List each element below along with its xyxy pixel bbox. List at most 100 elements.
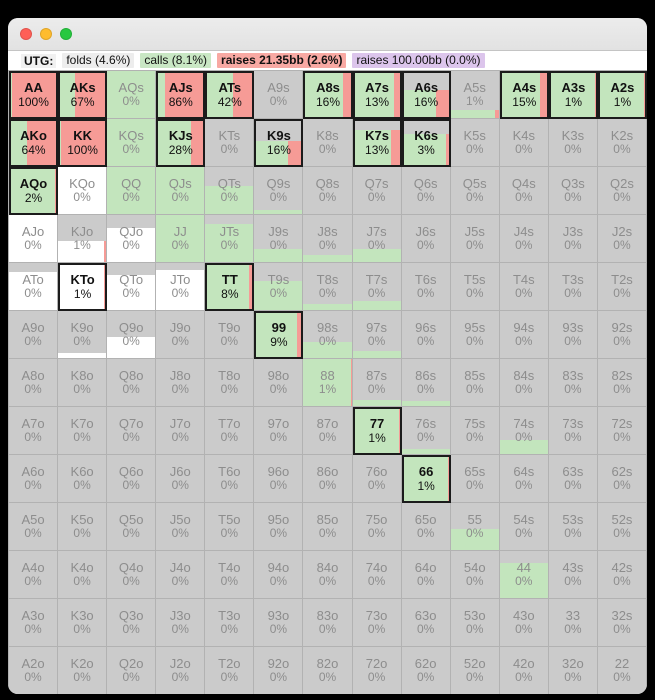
cell-J7o[interactable]: J7o 0% [156,407,206,455]
cell-A4o[interactable]: A4o 0% [9,551,59,599]
cell-73o[interactable]: 73o 0% [352,599,402,647]
action-chip-0[interactable]: folds (4.6%) [62,53,135,68]
cell-J4s[interactable]: J4s 0% [499,215,549,263]
cell-64s[interactable]: 64s 0% [499,455,549,503]
cell-88[interactable]: 88 1% [303,359,353,407]
cell-65s[interactable]: 65s 0% [450,455,500,503]
cell-Q7o[interactable]: Q7o 0% [107,407,157,455]
cell-A5o[interactable]: A5o 0% [9,503,59,551]
cell-87o[interactable]: 87o 0% [303,407,353,455]
cell-Q9o[interactable]: Q9o 0% [107,311,157,359]
cell-65o[interactable]: 65o 0% [401,503,451,551]
cell-AA[interactable]: AA 100% [9,71,59,119]
action-chip-2[interactable]: raises 21.35bb (2.6%) [217,53,347,68]
cell-83s[interactable]: 83s 0% [548,359,598,407]
cell-T8o[interactable]: T8o 0% [205,359,255,407]
cell-KQo[interactable]: KQo 0% [58,167,108,215]
cell-A6o[interactable]: A6o 0% [9,455,59,503]
cell-A3s[interactable]: A3s 1% [548,71,598,119]
cell-43s[interactable]: 43s 0% [548,551,598,599]
cell-KTs[interactable]: KTs 0% [205,119,255,167]
cell-54s[interactable]: 54s 0% [499,503,549,551]
cell-AJo[interactable]: AJo 0% [9,215,59,263]
cell-A9s[interactable]: A9s 0% [254,71,304,119]
cell-53o[interactable]: 53o 0% [450,599,500,647]
cell-97o[interactable]: 97o 0% [254,407,304,455]
cell-33[interactable]: 33 0% [548,599,598,647]
cell-AKs[interactable]: AKs 67% [58,71,108,119]
cell-TT[interactable]: TT 8% [205,263,255,311]
cell-74s[interactable]: 74s 0% [499,407,549,455]
cell-K7s[interactable]: K7s 13% [352,119,402,167]
cell-J3s[interactable]: J3s 0% [548,215,598,263]
cell-86s[interactable]: 86s 0% [401,359,451,407]
cell-K3s[interactable]: K3s 0% [548,119,598,167]
cell-98s[interactable]: 98s 0% [303,311,353,359]
cell-Q2o[interactable]: Q2o 0% [107,647,157,694]
cell-Q7s[interactable]: Q7s 0% [352,167,402,215]
cell-J6s[interactable]: J6s 0% [401,215,451,263]
cell-K8o[interactable]: K8o 0% [58,359,108,407]
cell-72o[interactable]: 72o 0% [352,647,402,694]
cell-22[interactable]: 22 0% [597,647,647,694]
cell-KTo[interactable]: KTo 1% [58,263,108,311]
cell-AKo[interactable]: AKo 64% [9,119,59,167]
cell-AQo[interactable]: AQo 2% [9,167,59,215]
action-chip-3[interactable]: raises 100.00bb (0.0%) [352,53,485,68]
cell-Q3o[interactable]: Q3o 0% [107,599,157,647]
cell-87s[interactable]: 87s 0% [352,359,402,407]
cell-94o[interactable]: 94o 0% [254,551,304,599]
cell-85s[interactable]: 85s 0% [450,359,500,407]
cell-T8s[interactable]: T8s 0% [303,263,353,311]
cell-Q8o[interactable]: Q8o 0% [107,359,157,407]
cell-T3s[interactable]: T3s 0% [548,263,598,311]
cell-ATo[interactable]: ATo 0% [9,263,59,311]
cell-Q6o[interactable]: Q6o 0% [107,455,157,503]
cell-K2s[interactable]: K2s 0% [597,119,647,167]
cell-Q2s[interactable]: Q2s 0% [597,167,647,215]
cell-J5s[interactable]: J5s 0% [450,215,500,263]
cell-76o[interactable]: 76o 0% [352,455,402,503]
close-button[interactable] [20,28,32,40]
cell-QJo[interactable]: QJo 0% [107,215,157,263]
cell-J8o[interactable]: J8o 0% [156,359,206,407]
cell-A2s[interactable]: A2s 1% [597,71,647,119]
cell-K6o[interactable]: K6o 0% [58,455,108,503]
minimize-button[interactable] [40,28,52,40]
cell-K9s[interactable]: K9s 16% [254,119,304,167]
cell-AJs[interactable]: AJs 86% [156,71,206,119]
cell-A3o[interactable]: A3o 0% [9,599,59,647]
action-chip-1[interactable]: calls (8.1%) [140,53,212,68]
cell-A9o[interactable]: A9o 0% [9,311,59,359]
cell-54o[interactable]: 54o 0% [450,551,500,599]
cell-43o[interactable]: 43o 0% [499,599,549,647]
cell-84o[interactable]: 84o 0% [303,551,353,599]
cell-53s[interactable]: 53s 0% [548,503,598,551]
cell-K5o[interactable]: K5o 0% [58,503,108,551]
cell-74o[interactable]: 74o 0% [352,551,402,599]
cell-K7o[interactable]: K7o 0% [58,407,108,455]
cell-Q6s[interactable]: Q6s 0% [401,167,451,215]
cell-QTs[interactable]: QTs 0% [205,167,255,215]
cell-T6o[interactable]: T6o 0% [205,455,255,503]
cell-J9s[interactable]: J9s 0% [254,215,304,263]
cell-K8s[interactable]: K8s 0% [303,119,353,167]
cell-52o[interactable]: 52o 0% [450,647,500,694]
cell-J3o[interactable]: J3o 0% [156,599,206,647]
cell-Q5o[interactable]: Q5o 0% [107,503,157,551]
cell-55[interactable]: 55 0% [450,503,500,551]
cell-A8s[interactable]: A8s 16% [303,71,353,119]
cell-J5o[interactable]: J5o 0% [156,503,206,551]
cell-T4o[interactable]: T4o 0% [205,551,255,599]
cell-44[interactable]: 44 0% [499,551,549,599]
cell-77[interactable]: 77 1% [352,407,402,455]
cell-K5s[interactable]: K5s 0% [450,119,500,167]
cell-T9o[interactable]: T9o 0% [205,311,255,359]
cell-66[interactable]: 66 1% [401,455,451,503]
cell-T4s[interactable]: T4s 0% [499,263,549,311]
cell-76s[interactable]: 76s 0% [401,407,451,455]
cell-K4s[interactable]: K4s 0% [499,119,549,167]
cell-84s[interactable]: 84s 0% [499,359,549,407]
cell-86o[interactable]: 86o 0% [303,455,353,503]
cell-K4o[interactable]: K4o 0% [58,551,108,599]
